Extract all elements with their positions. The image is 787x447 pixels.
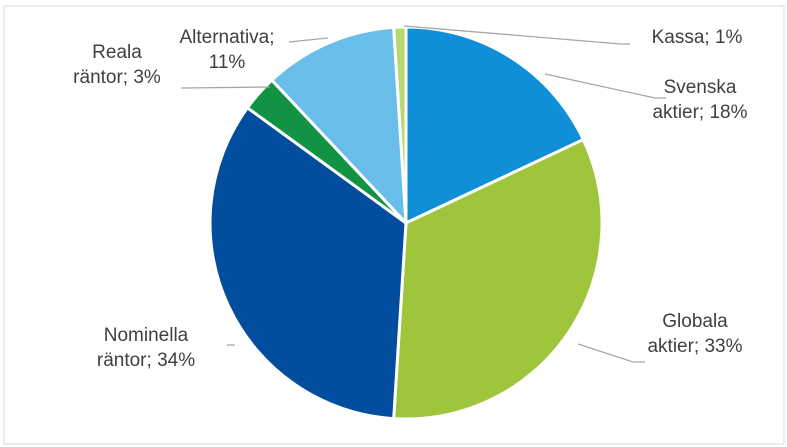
pie-slice-globala-aktier — [392, 138, 604, 421]
leader-lines — [180, 25, 666, 363]
pie-slice-kassa — [392, 25, 408, 225]
slice-label-line: räntor; 34% — [97, 350, 195, 371]
pie-slices — [208, 25, 604, 421]
slice-label-line: Globala — [662, 311, 728, 332]
slice-label-line: 11% — [209, 52, 246, 73]
chart-border — [3, 5, 785, 445]
slice-labels: Svenska aktier; 18% Globala aktier; 33% Nomi… — [73, 27, 747, 371]
slice-label-alternativa: Alternativa; 11% — [179, 27, 274, 73]
leader-line-reala-rantor — [180, 86, 271, 89]
slice-label-line: Alternativa; — [179, 27, 274, 48]
slice-label-reala-rantor: Reala räntor; 3% — [73, 42, 161, 88]
slice-label-kassa: Kassa; 1% — [652, 27, 743, 48]
slice-label-line: Svenska — [664, 77, 737, 98]
slice-label-line: aktier; 33% — [647, 336, 742, 357]
slice-label-line: Kassa; 1% — [652, 27, 743, 48]
slice-label-globala-aktier: Globala aktier; 33% — [647, 311, 742, 357]
slice-label-line: Reala — [92, 42, 142, 63]
slice-label-line: räntor; 3% — [73, 67, 161, 88]
leader-line-alternativa — [288, 37, 329, 43]
slice-label-line: aktier; 18% — [652, 102, 747, 123]
leader-line-svenska-aktier — [544, 73, 666, 99]
pie-slice-nominella-rantor — [208, 106, 408, 421]
leader-line-kassa — [403, 25, 630, 45]
leader-line-globala-aktier — [577, 343, 645, 363]
slice-label-svenska-aktier: Svenska aktier; 18% — [652, 77, 747, 123]
pie-slice-alternativa — [270, 25, 408, 225]
slice-label-line: Nominella — [104, 325, 189, 346]
slice-label-nominella-rantor: Nominella räntor; 34% — [97, 325, 195, 371]
